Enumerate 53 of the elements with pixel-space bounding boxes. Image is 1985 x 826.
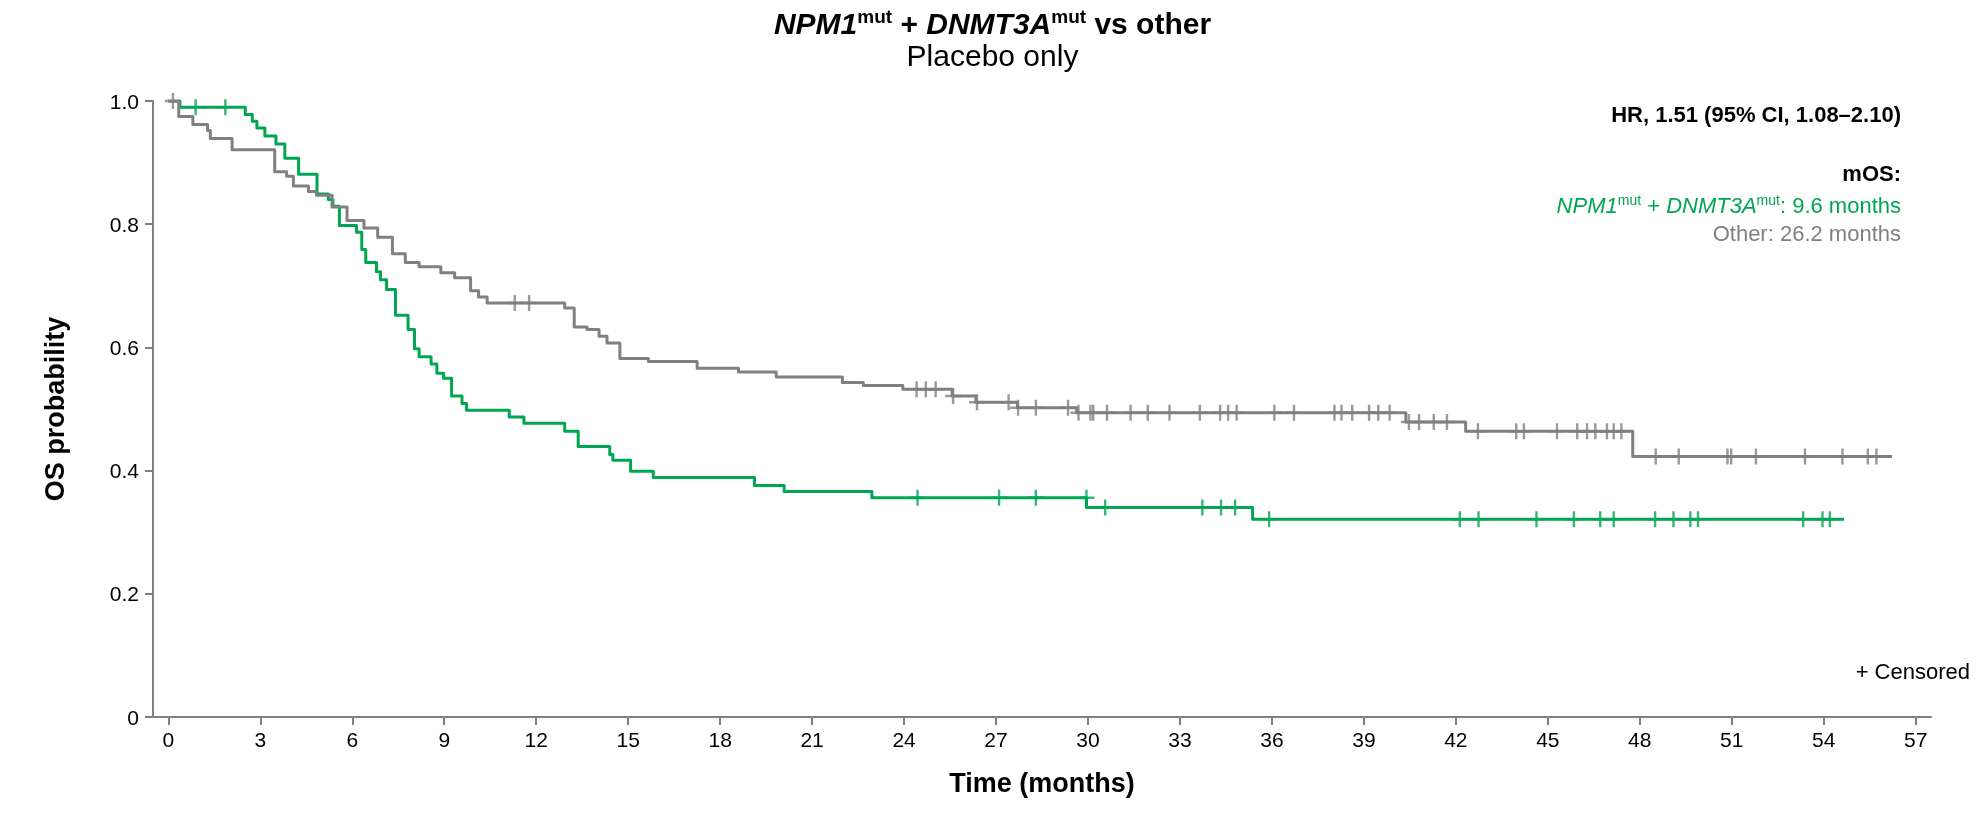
x-tick-label: 54 <box>1812 728 1836 751</box>
point <box>909 489 926 506</box>
point <box>1000 394 1017 411</box>
x-tick-label: 42 <box>1444 728 1468 751</box>
point <box>187 99 204 116</box>
point <box>217 99 234 116</box>
point <box>1381 404 1398 421</box>
x-tick-label: 33 <box>1168 728 1192 751</box>
y-tick-label: 0 <box>127 705 139 729</box>
annotation: + Censored <box>1855 658 1971 684</box>
y-tick-label: 1.0 <box>109 89 139 113</box>
point <box>1665 511 1682 528</box>
point <box>1078 489 1095 506</box>
point <box>1139 404 1156 421</box>
x-tick-label: 0 <box>162 728 175 751</box>
x-tick-label: 18 <box>708 728 732 751</box>
point <box>1266 404 1283 421</box>
point <box>1191 404 1208 421</box>
y-axis-title: OS probability <box>39 316 70 502</box>
annotation: Other: 26.2 months <box>1712 220 1902 246</box>
point <box>927 381 944 398</box>
x-tick-label: 12 <box>524 728 548 751</box>
y-tick-label: 0.6 <box>109 335 139 359</box>
point <box>1285 404 1302 421</box>
y-tick-label: 0.2 <box>109 582 139 606</box>
x-tick-label: 24 <box>892 728 917 751</box>
x-axis-title: Time (months) <box>949 767 1135 798</box>
x-tick-label: 57 <box>1903 728 1928 751</box>
x-tick-label: 45 <box>1536 728 1560 751</box>
point <box>1122 404 1139 421</box>
x-tick-label: 21 <box>800 728 824 751</box>
point <box>1344 404 1361 421</box>
point <box>1228 404 1245 421</box>
annotation: mOS: <box>1842 160 1902 186</box>
x-tick-label: 30 <box>1076 728 1100 751</box>
x-tick-label: 3 <box>254 728 267 751</box>
chart-subtitle: Placebo only <box>906 39 1079 72</box>
point <box>1528 511 1545 528</box>
x-tick-label: 9 <box>438 728 451 751</box>
x-tick-label: 15 <box>616 728 640 751</box>
x-tick-label: 36 <box>1260 728 1284 751</box>
x-tick-label: 27 <box>984 728 1008 751</box>
x-tick-label: 39 <box>1352 728 1376 751</box>
point <box>1470 511 1487 528</box>
y-tick-label: 0.8 <box>109 212 139 236</box>
x-tick-label: 6 <box>346 728 359 751</box>
point <box>1613 423 1630 440</box>
point <box>1161 404 1178 421</box>
x-tick-label: 51 <box>1720 728 1744 751</box>
y-tick-label: 0.4 <box>109 459 140 483</box>
point <box>1098 404 1115 421</box>
annotation: HR, 1.51 (95% CI, 1.08–2.10) <box>1611 101 1901 127</box>
x-tick-label: 48 <box>1628 728 1652 751</box>
